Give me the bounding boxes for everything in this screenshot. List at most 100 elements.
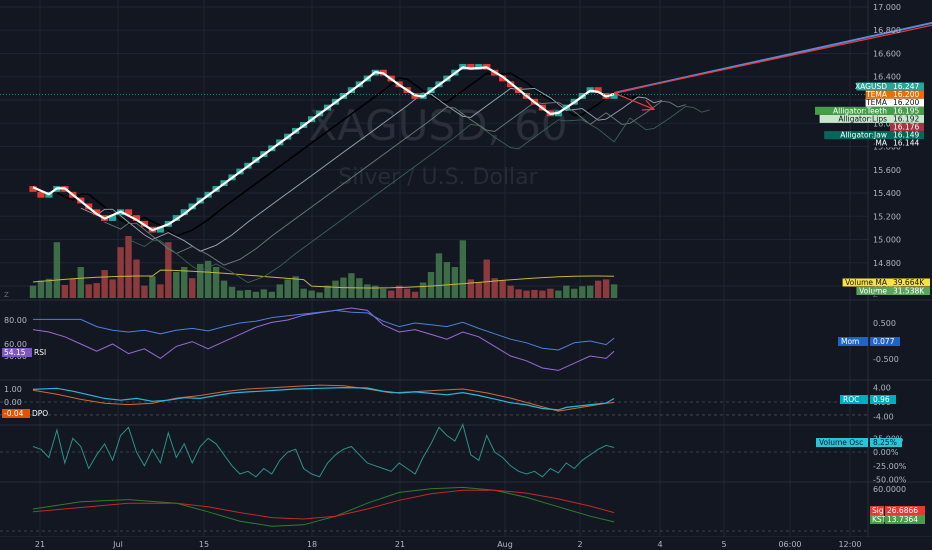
price-tick-label: 15.000 [873, 236, 901, 245]
volume-bar [443, 262, 451, 298]
time-tick-label: 15 [199, 540, 209, 549]
volume-bar [125, 236, 132, 298]
legend-tag-label-bg [815, 106, 890, 115]
volume-bar [403, 288, 411, 298]
volume-bar [459, 240, 467, 298]
time-tick-label: 21 [395, 540, 405, 549]
volume-bar [53, 242, 61, 298]
kst-tick-label: 60.0000 [873, 485, 906, 494]
pane-marker-z: Z [4, 291, 9, 299]
volume-bar [555, 290, 562, 298]
legend-tag-label-bg [819, 114, 890, 123]
volume-bar [475, 282, 482, 298]
volume-bar [602, 279, 610, 298]
volume-tag-value-bg [890, 287, 930, 295]
mom-line [33, 309, 615, 351]
volume-bar [348, 273, 355, 298]
legend-tag-label: TEMA [865, 90, 888, 99]
legend-tag-value-bg [890, 139, 924, 148]
volume-tag-value: 39.664K [893, 278, 925, 287]
volume-bar [69, 278, 76, 298]
volume-bar [157, 284, 164, 298]
volume-bar [324, 285, 331, 298]
time-tick-label: 06:00 [778, 540, 801, 549]
time-tick-label: Jul [112, 540, 123, 549]
volume-bar [61, 284, 69, 298]
price-brick [29, 186, 37, 192]
roc-tag-value-bg [870, 395, 896, 404]
volume-tag-label: Volume MA [845, 278, 888, 287]
volume-bar [284, 279, 291, 298]
volume-bar [419, 282, 427, 298]
legend-tag-value: 16.192 [893, 114, 919, 123]
mom-tag-value-bg [870, 337, 900, 346]
volume-bar [149, 276, 156, 298]
mom-tag-value: 0.077 [873, 337, 895, 346]
time-tick-label: 2 [577, 540, 582, 549]
roc-tick-label: -4.00 [873, 412, 894, 421]
volume-bar [236, 290, 244, 298]
kst-tag-value-bg [885, 506, 925, 515]
volume-bar [101, 270, 108, 298]
volume-bar [181, 267, 188, 298]
volume-bar [332, 280, 339, 298]
price-brick [109, 215, 117, 221]
volume-bar [547, 288, 554, 298]
volosc-tag-value: 8.25% [873, 438, 897, 447]
price-brick [132, 215, 141, 221]
volume-bar [228, 286, 236, 298]
legend-tag-label: TEMA [865, 98, 888, 107]
volume-bar [579, 286, 586, 298]
forecast-arrowhead [641, 99, 656, 111]
legend-tag-value-bg [890, 82, 924, 91]
volume-bar [372, 285, 379, 298]
kst-tag-value-bg [885, 515, 925, 524]
legend-tag-label-bg [874, 139, 890, 148]
volume-bar [380, 288, 387, 298]
volume-ma-line [32, 269, 615, 289]
volume-bar [173, 271, 180, 298]
price-brick [475, 63, 483, 70]
kst-tag-label-bg [870, 506, 884, 515]
volume-bar [571, 288, 578, 298]
legend-tag-label: Alligator:Lips [838, 114, 887, 123]
volume-bar [610, 284, 618, 298]
legend-tag-value: 16.176 [893, 123, 919, 132]
volume-bar [141, 285, 148, 298]
volume-osc-line [32, 423, 615, 478]
price-brick [180, 209, 188, 216]
legend-tag-label-bg [865, 90, 890, 99]
roc-tag-label: ROC [843, 395, 859, 404]
volume-bar [531, 289, 538, 298]
volume-bar [507, 285, 514, 298]
volume-bar [260, 289, 268, 298]
legend-tag-value: 16.195 [893, 106, 919, 115]
price-tick-label: 14.800 [873, 259, 901, 268]
volosc-tag-label-bg [816, 438, 868, 447]
legend-tag-value-bg [890, 123, 924, 131]
volume-bar [435, 253, 443, 298]
volume-bar [539, 290, 546, 298]
volume-bar [292, 276, 299, 298]
volume-bar [308, 290, 315, 298]
dpo-tick-label: 0.00 [4, 398, 22, 407]
kst-tag-label: Sig [872, 506, 884, 515]
dpo-tag-value: -0.04 [4, 409, 24, 418]
legend-tag-value: 16.144 [893, 139, 919, 148]
volume-bar [109, 279, 116, 298]
price-brick [93, 209, 101, 216]
volume-bar [594, 280, 602, 298]
volume-tag-value-bg [890, 278, 930, 287]
time-tick-label: Aug [497, 540, 513, 549]
price-tick-label: 16.600 [873, 49, 901, 58]
volume-tag-value: 31.538K [893, 287, 925, 296]
rsi-tag-label: RSI [34, 348, 46, 357]
price-brick [467, 63, 475, 70]
legend-tag-label-bg [856, 82, 890, 91]
volume-bar [189, 278, 196, 298]
kst-tag-value: 26.6866 [887, 506, 918, 515]
forecast-arrow-line [613, 92, 655, 110]
legend-tag-value-bg [890, 131, 924, 140]
volume-bar [515, 289, 522, 298]
